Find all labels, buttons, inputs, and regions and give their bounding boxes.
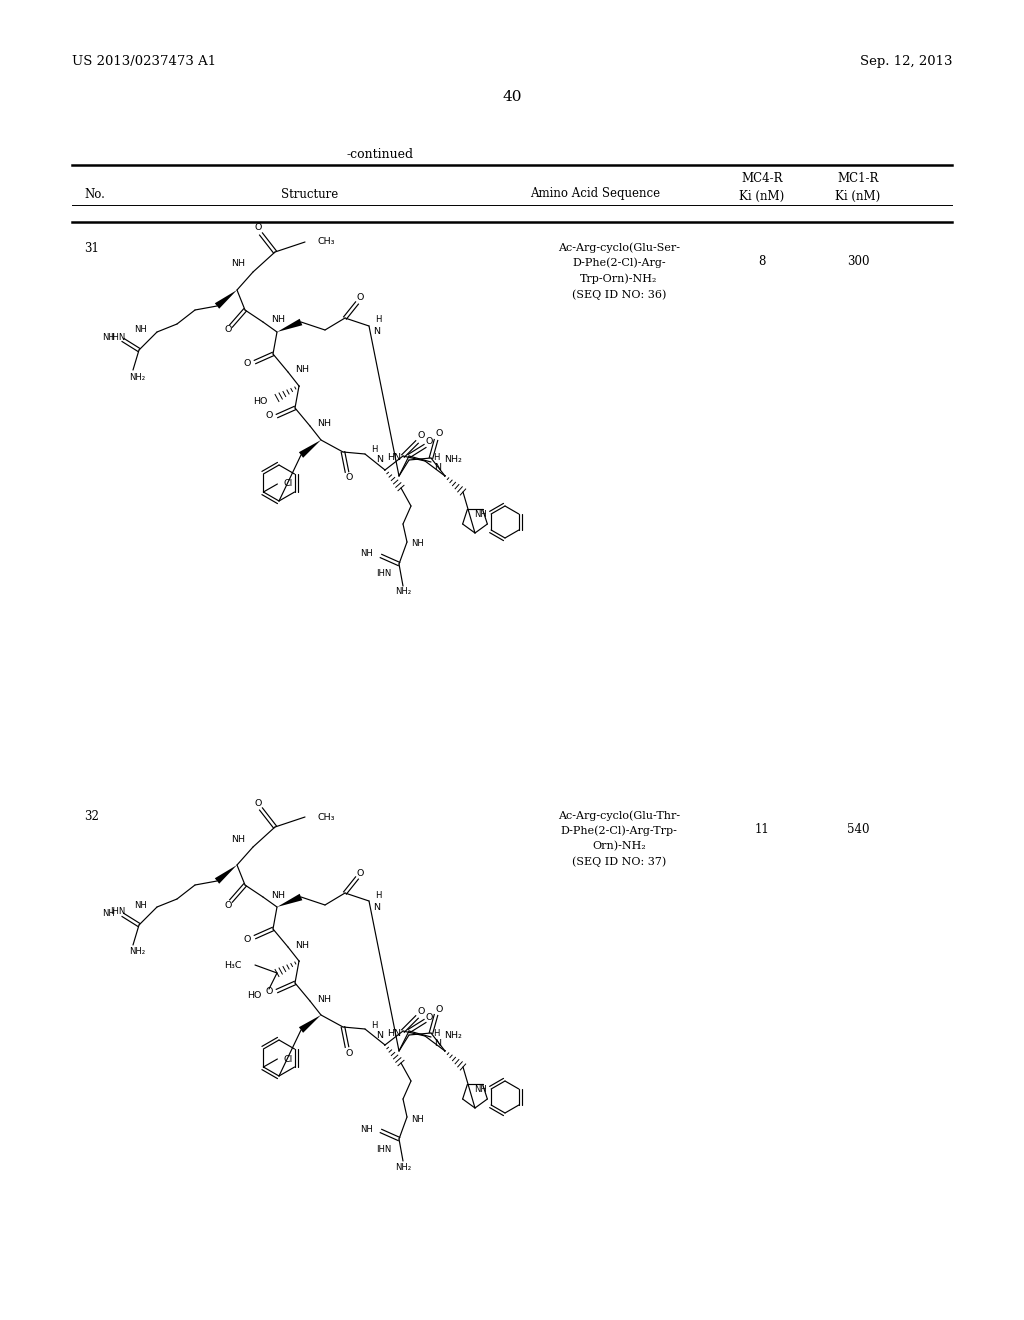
Text: O: O [435, 429, 442, 438]
Polygon shape [278, 894, 302, 907]
Text: IHN: IHN [376, 1144, 391, 1154]
Text: HN: HN [387, 1028, 401, 1038]
Text: N: N [373, 327, 380, 337]
Text: 540: 540 [847, 822, 869, 836]
Text: O: O [418, 432, 425, 441]
Text: NH: NH [317, 994, 331, 1003]
Text: NH: NH [231, 834, 245, 843]
Text: O: O [254, 799, 262, 808]
Text: O: O [244, 935, 251, 944]
Text: NH: NH [317, 420, 331, 429]
Text: N: N [373, 903, 380, 912]
Text: O: O [224, 326, 231, 334]
Text: MC1-R: MC1-R [838, 172, 879, 185]
Text: NH: NH [102, 334, 115, 342]
Text: O: O [265, 986, 273, 995]
Text: US 2013/0237473 A1: US 2013/0237473 A1 [72, 55, 216, 69]
Text: IHN: IHN [110, 333, 125, 342]
Text: O: O [224, 900, 231, 909]
Text: Cl: Cl [284, 479, 293, 488]
Text: O: O [244, 359, 251, 368]
Text: NH₂: NH₂ [444, 1031, 462, 1040]
Polygon shape [299, 1015, 321, 1032]
Text: O: O [418, 1006, 425, 1015]
Text: Structure: Structure [282, 187, 339, 201]
Text: CH₃: CH₃ [318, 238, 336, 247]
Text: Sep. 12, 2013: Sep. 12, 2013 [859, 55, 952, 69]
Text: N: N [376, 1031, 383, 1040]
Text: O: O [425, 437, 433, 446]
Text: NH: NH [474, 510, 487, 519]
Text: O: O [356, 869, 364, 878]
Text: NH₂: NH₂ [129, 372, 145, 381]
Text: Cl: Cl [284, 1055, 293, 1064]
Text: 40: 40 [502, 90, 522, 104]
Polygon shape [299, 440, 321, 458]
Text: Ac-Arg-cyclo(Glu-Thr-
D-Phe(2-Cl)-Arg-Trp-
Orn)-NH₂
(SEQ ID NO: 37): Ac-Arg-cyclo(Glu-Thr- D-Phe(2-Cl)-Arg-Tr… [558, 810, 680, 867]
Text: No.: No. [84, 187, 104, 201]
Text: NH: NH [411, 1114, 424, 1123]
Text: IHN: IHN [376, 569, 391, 578]
Text: O: O [265, 412, 273, 421]
Text: H: H [433, 454, 439, 462]
Text: NH: NH [102, 908, 115, 917]
Text: HO: HO [253, 396, 267, 405]
Text: Ac-Arg-cyclo(Glu-Ser-
D-Phe(2-Cl)-Arg-
Trp-Orn)-NH₂
(SEQ ID NO: 36): Ac-Arg-cyclo(Glu-Ser- D-Phe(2-Cl)-Arg- T… [558, 242, 680, 300]
Text: O: O [435, 1005, 442, 1014]
Text: NH₂: NH₂ [444, 455, 462, 465]
Text: NH₂: NH₂ [395, 1163, 411, 1172]
Text: NH: NH [295, 366, 309, 375]
Text: NH: NH [134, 326, 147, 334]
Text: NH: NH [411, 540, 424, 549]
Text: H: H [371, 1020, 378, 1030]
Text: H: H [371, 446, 378, 454]
Text: 300: 300 [847, 255, 869, 268]
Text: Amino Acid Sequence: Amino Acid Sequence [530, 187, 660, 201]
Text: H: H [375, 315, 381, 325]
Text: N: N [376, 455, 383, 465]
Text: 8: 8 [759, 255, 766, 268]
Text: Ki (nM): Ki (nM) [739, 190, 784, 202]
Text: 11: 11 [755, 822, 769, 836]
Text: 32: 32 [84, 810, 99, 822]
Text: O: O [345, 1048, 352, 1057]
Text: NH: NH [231, 260, 245, 268]
Text: H₃C: H₃C [224, 961, 242, 969]
Text: NH: NH [360, 1125, 373, 1134]
Text: NH: NH [295, 940, 309, 949]
Text: NH₂: NH₂ [129, 948, 145, 957]
Text: NH: NH [360, 549, 373, 558]
Text: H: H [433, 1028, 439, 1038]
Text: H: H [375, 891, 381, 899]
Text: NH: NH [134, 900, 147, 909]
Text: NH: NH [271, 891, 285, 899]
Text: O: O [356, 293, 364, 302]
Text: 31: 31 [84, 242, 99, 255]
Polygon shape [215, 865, 237, 883]
Text: N: N [434, 463, 441, 473]
Text: NH: NH [271, 315, 285, 325]
Text: CH₃: CH₃ [318, 813, 336, 821]
Text: -continued: -continued [346, 148, 414, 161]
Polygon shape [278, 318, 302, 333]
Text: NH₂: NH₂ [395, 587, 411, 597]
Text: HN: HN [387, 454, 401, 462]
Text: MC4-R: MC4-R [741, 172, 782, 185]
Text: O: O [425, 1012, 433, 1022]
Text: O: O [345, 474, 352, 483]
Text: HO: HO [248, 990, 262, 999]
Text: IHN: IHN [110, 908, 125, 916]
Text: Ki (nM): Ki (nM) [836, 190, 881, 202]
Polygon shape [215, 290, 237, 309]
Text: O: O [254, 223, 262, 232]
Text: N: N [434, 1039, 441, 1048]
Text: NH: NH [474, 1085, 487, 1094]
